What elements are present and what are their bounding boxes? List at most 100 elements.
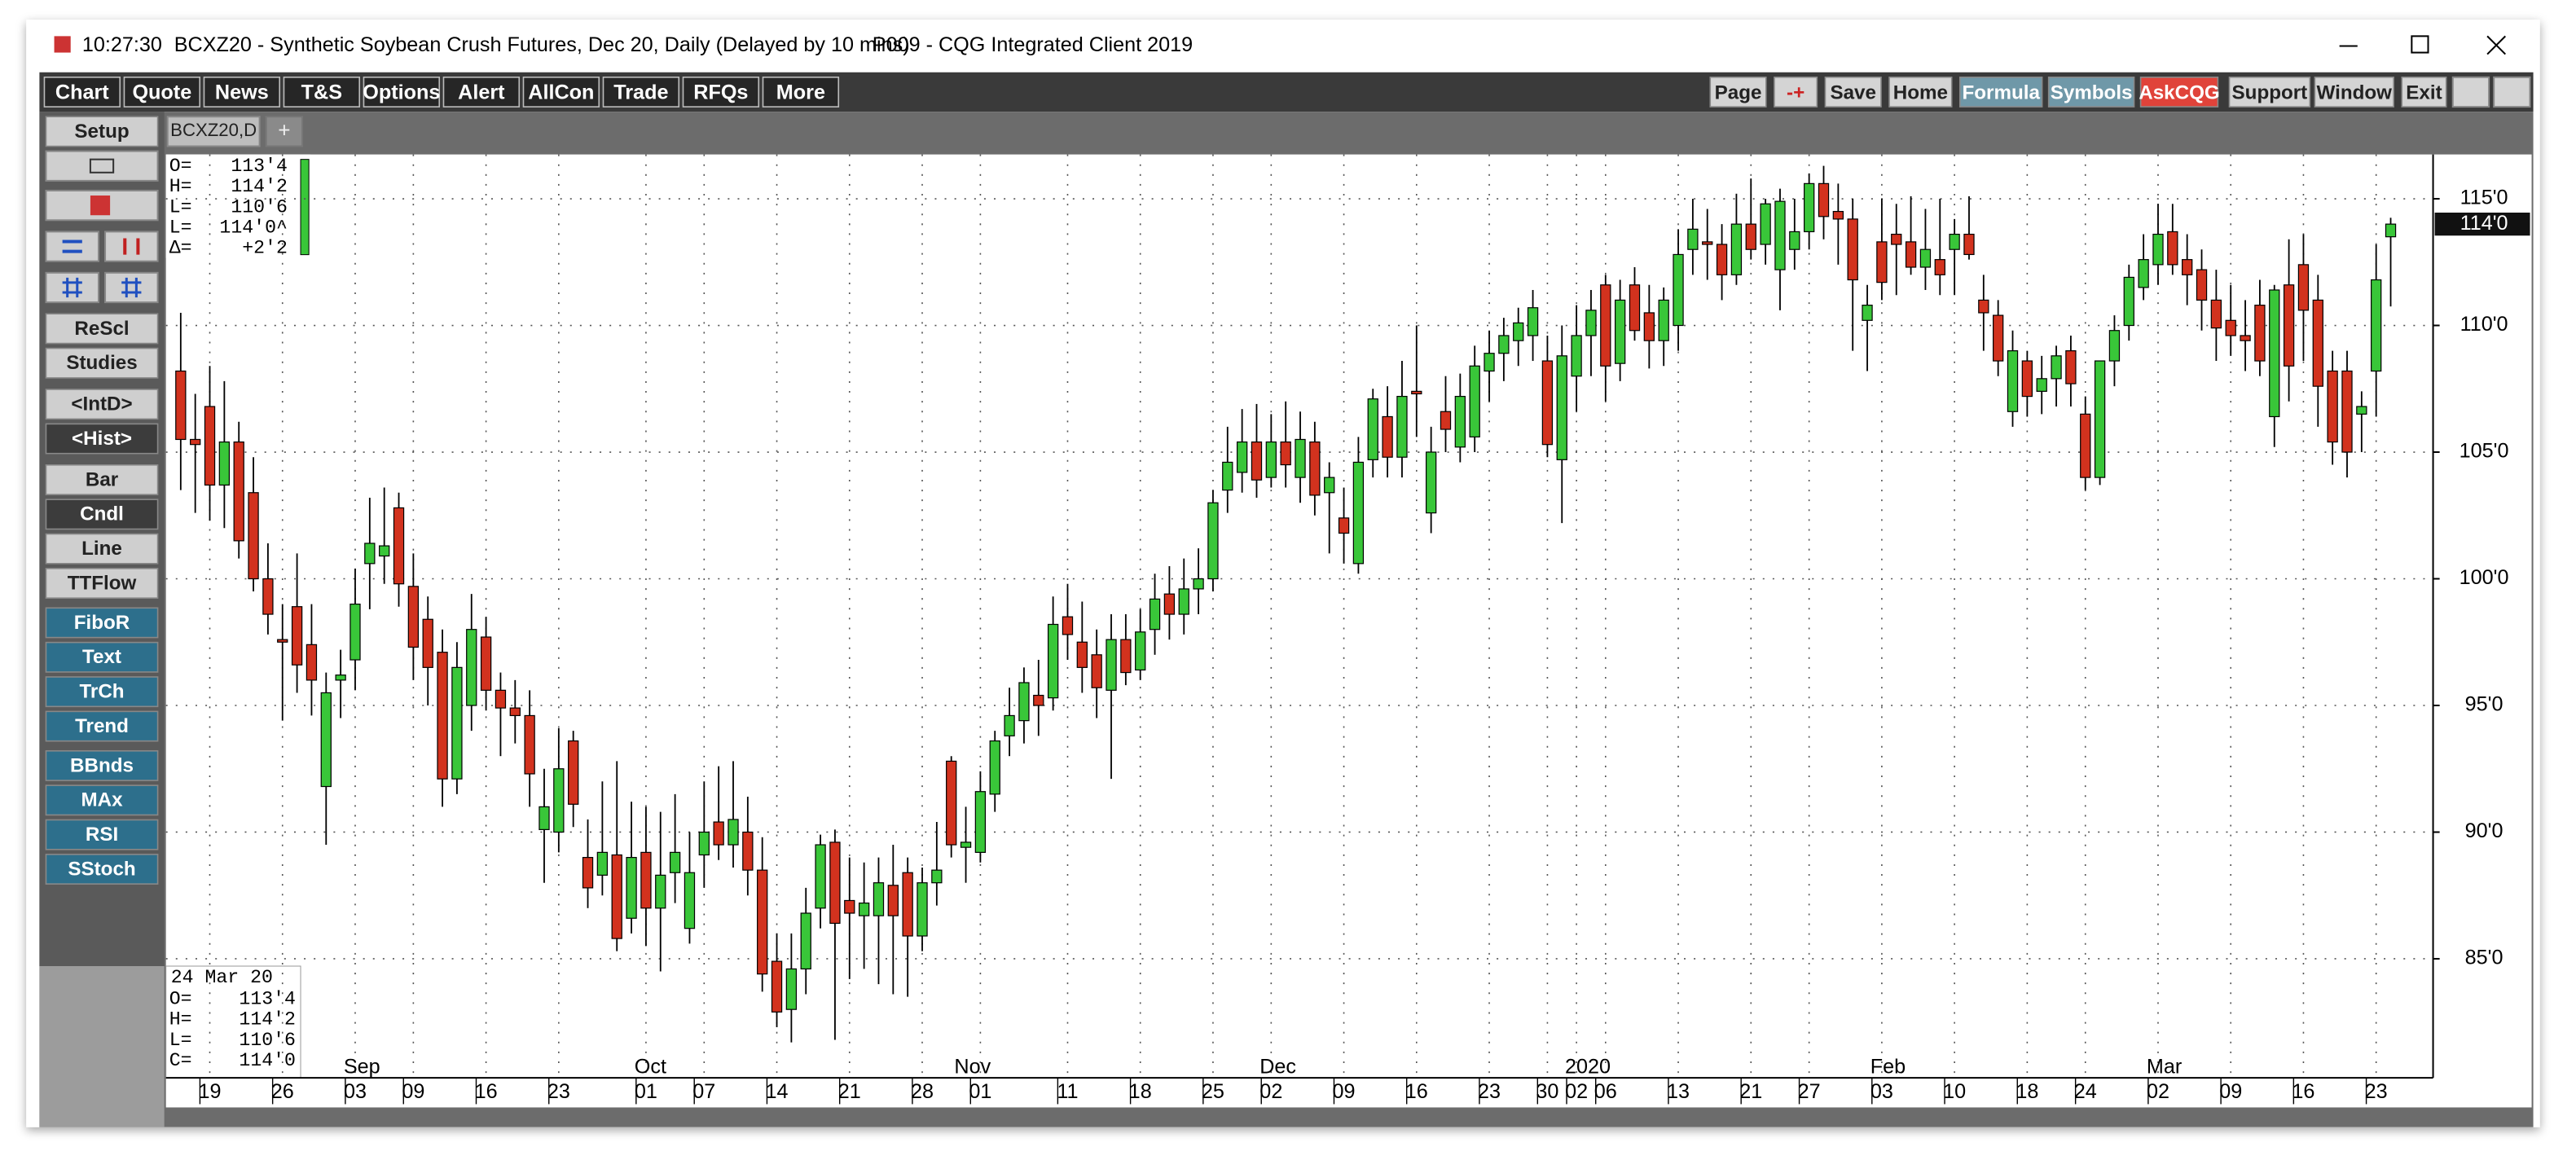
sidebar-button[interactable] (45, 854, 159, 885)
y-tick-label: 115'0 (2460, 187, 2508, 209)
toolbar-button[interactable] (363, 76, 441, 108)
candle-body (1804, 182, 1815, 233)
toolbar-button[interactable] (2047, 76, 2135, 108)
candle-body (2385, 223, 2397, 238)
candle-body (1469, 365, 1480, 437)
toolbar-button[interactable] (1824, 76, 1882, 108)
x-group-label: 2020 (1565, 1056, 1611, 1079)
quote-label: L= (169, 217, 192, 238)
toolbar-button[interactable] (283, 76, 361, 108)
toolbar-button[interactable] (602, 76, 680, 108)
sidebar-button[interactable] (45, 423, 159, 455)
grid-button[interactable] (45, 271, 100, 304)
sidebar-button[interactable] (45, 641, 159, 673)
sidebar-button[interactable] (45, 710, 159, 742)
toolbar-button[interactable] (2401, 76, 2447, 108)
tab[interactable] (166, 116, 261, 147)
toolbar-button[interactable] (2314, 76, 2394, 108)
sidebar-button[interactable] (45, 676, 159, 708)
x-group-label: Feb (1870, 1056, 1906, 1079)
toolbar-icon[interactable] (2451, 76, 2490, 108)
toolbar-button[interactable] (203, 76, 281, 108)
sidebar-button[interactable] (45, 464, 159, 495)
candle-body (1571, 335, 1582, 377)
candle-body (2108, 330, 2121, 362)
toolbar-label: Window (2317, 81, 2393, 103)
toolbar-icon[interactable] (2493, 76, 2531, 108)
toolbar-label: -+ (1787, 81, 1805, 103)
candle-body (1004, 714, 1015, 736)
toolbar-button[interactable] (762, 76, 840, 108)
toolbar-label: Home (1893, 81, 1948, 103)
x-tick-label: 16 (2292, 1080, 2314, 1103)
candle-body (2312, 299, 2323, 387)
sidebar-button[interactable] (45, 568, 159, 599)
candle-body (1629, 284, 1641, 332)
candle-body (887, 885, 899, 916)
toolbar-button[interactable] (43, 76, 121, 108)
swap-h-button[interactable] (45, 231, 100, 262)
swap-v-icon (123, 238, 140, 255)
export-icon (90, 196, 111, 216)
sidebar-button[interactable] (45, 313, 159, 345)
candle-body (1411, 390, 1422, 395)
candle-body (1730, 223, 1743, 275)
close[interactable] (2486, 35, 2506, 55)
toolbar-button[interactable] (123, 76, 201, 108)
quote-value: 110'6 (231, 196, 288, 218)
sidebar-label: Setup (74, 121, 129, 143)
candle-body (1905, 241, 1917, 268)
candle-body (2167, 231, 2178, 266)
candle-body (2254, 305, 2266, 362)
candle-body (553, 768, 565, 833)
candle-body (742, 831, 754, 871)
tab-add[interactable] (265, 116, 304, 147)
candle-body (1018, 682, 1030, 722)
candle-body (2021, 360, 2033, 398)
toolbar-button[interactable] (522, 76, 600, 108)
candle-body (1541, 360, 1554, 446)
sidebar-button[interactable] (45, 116, 159, 147)
sidebar-button[interactable] (45, 389, 159, 420)
candle-body (568, 740, 579, 805)
print-button[interactable] (45, 150, 159, 182)
toolbar-button[interactable] (2139, 76, 2219, 108)
toolbar-button[interactable] (1774, 76, 1818, 108)
swap-v-button[interactable] (104, 231, 159, 262)
sidebar-button[interactable] (45, 607, 159, 639)
x-tick-label: 09 (2219, 1080, 2242, 1103)
sidebar-button[interactable] (45, 347, 159, 379)
candle-body (1135, 631, 1146, 671)
candle-body (248, 492, 259, 580)
toolbar-button[interactable] (1709, 76, 1767, 108)
toolbar-button[interactable] (1888, 76, 1953, 108)
sidebar-label: ReScl (74, 318, 129, 340)
sidebar-button[interactable] (45, 819, 159, 850)
toolbar-button[interactable] (442, 76, 521, 108)
x-tick-label: 16 (475, 1080, 498, 1103)
candle-body (1745, 223, 1756, 250)
grid2-button[interactable] (104, 271, 159, 304)
toolbar-label: Page (1715, 81, 1762, 103)
candle-body (1513, 322, 1524, 341)
quote-value: +2'2 (242, 238, 288, 259)
cursor-value: 113'4 (239, 988, 296, 1009)
sidebar-button[interactable] (45, 749, 159, 781)
cursor-value: 114'0 (239, 1050, 296, 1071)
toolbar-button[interactable] (1958, 76, 2043, 108)
candle-body (524, 714, 535, 775)
toolbar-button[interactable] (2228, 76, 2311, 108)
sidebar-button[interactable] (45, 784, 159, 816)
candle-body (1484, 353, 1495, 372)
candle-body (1760, 203, 1771, 245)
toolbar-label: Support (2232, 81, 2308, 103)
sidebar-button[interactable] (45, 499, 159, 530)
toolbar-button[interactable] (682, 76, 760, 108)
sidebar-label: Trend (75, 715, 129, 737)
candle-body (844, 899, 855, 914)
maximize[interactable] (2411, 35, 2429, 54)
last-price-label: 114'0 (2460, 212, 2508, 235)
sidebar-button[interactable] (45, 533, 159, 565)
candle-body (1106, 639, 1117, 691)
candle-body (509, 707, 521, 717)
